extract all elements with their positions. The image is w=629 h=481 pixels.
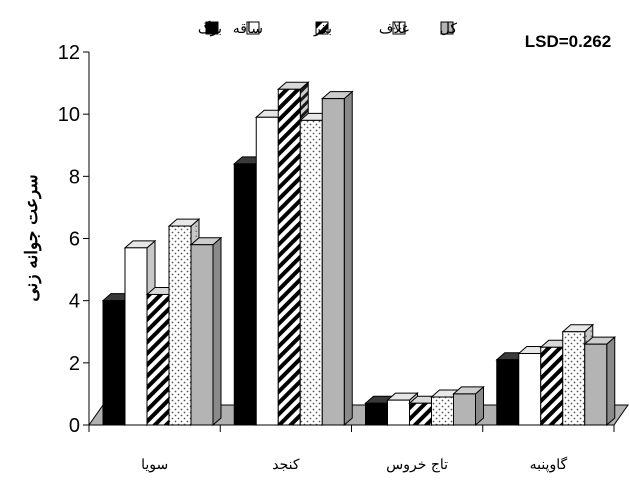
legend-label: برگ: [198, 20, 222, 37]
bar-front: [540, 346, 564, 426]
legend-item: غلاف: [379, 21, 409, 37]
bar-front: [299, 119, 323, 426]
bar-front: [584, 343, 608, 426]
y-axis-label: سرعت جوانه زنی: [22, 174, 42, 301]
bar: [452, 385, 485, 427]
y-tick-label: 2: [69, 353, 80, 375]
bar-front: [321, 98, 345, 426]
bar: [583, 336, 617, 427]
legend-label: ساقه: [233, 21, 263, 37]
x-tick-label: گاوپنبه: [530, 456, 568, 473]
legend-item: برگ: [198, 20, 222, 37]
lsd-annotation: LSD=0.262: [525, 32, 611, 51]
bar-front: [255, 116, 279, 426]
bar-front: [102, 300, 126, 426]
x-tick-label: تاج خروس: [386, 457, 448, 473]
legend-swatch: [392, 21, 406, 35]
bar-side: [343, 90, 353, 427]
bar-front: [146, 293, 170, 426]
legend-label: بذر: [313, 21, 332, 37]
y-tick-label: 4: [69, 291, 80, 313]
legend: برگ ساقه بذر غلاف کل: [198, 20, 457, 37]
y-tick-label: 12: [58, 42, 80, 64]
legend-swatch: [440, 21, 454, 35]
y-ticks: 0 2 4 6 8 10 12: [58, 42, 89, 437]
bar-front: [518, 353, 542, 426]
y-tick-label: 6: [69, 229, 80, 251]
legend-item: کل: [440, 21, 458, 37]
bar-side: [212, 236, 222, 427]
y-tick-label: 8: [69, 166, 80, 188]
x-ticks: سویا کنجد تاج خروس گاوپنبه: [88, 425, 615, 473]
bar-front: [453, 393, 476, 426]
bar-front: [387, 399, 410, 426]
bar-front: [365, 402, 388, 426]
bar-front: [277, 88, 301, 426]
y-tick-label: 0: [69, 415, 80, 437]
bar-front: [168, 225, 192, 426]
legend-swatch: [246, 21, 260, 35]
bar: [189, 236, 223, 427]
legend-label: کل: [440, 21, 458, 37]
legend-label: غلاف: [379, 21, 409, 37]
legend-item: بذر: [313, 21, 332, 37]
bar-front: [190, 244, 214, 426]
legend-swatch: [315, 21, 329, 35]
bar-front: [124, 247, 148, 426]
bar-front: [431, 396, 454, 426]
bar-side: [606, 336, 616, 427]
x-tick-label: کنجد: [272, 457, 300, 473]
x-tick-label: سویا: [141, 457, 168, 473]
bar-front: [562, 331, 586, 426]
legend-item: ساقه: [233, 21, 263, 37]
bar-front: [409, 402, 432, 426]
y-tick-label: 10: [58, 104, 80, 126]
bars: [101, 81, 617, 427]
bar: [320, 90, 354, 427]
legend-swatch: [205, 21, 219, 35]
bar-front: [233, 163, 257, 426]
bar-front: [496, 359, 520, 426]
